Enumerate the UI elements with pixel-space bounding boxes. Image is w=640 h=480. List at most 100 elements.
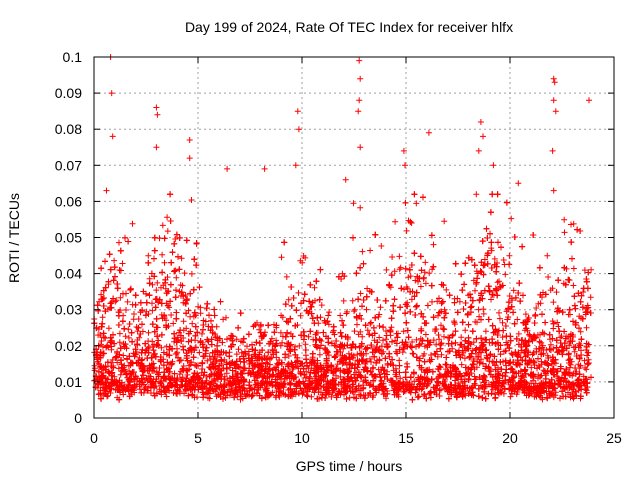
data-point (359, 248, 366, 255)
data-point (469, 361, 476, 368)
data-point (473, 191, 480, 198)
data-point (172, 351, 179, 357)
data-point (499, 319, 506, 326)
data-point (354, 351, 361, 358)
data-point (325, 312, 332, 319)
data-point (473, 364, 480, 371)
data-point (116, 330, 123, 337)
data-point (117, 294, 124, 301)
data-point (580, 289, 587, 295)
data-point (266, 365, 273, 372)
data-point (297, 257, 304, 264)
data-point (530, 377, 536, 384)
data-point (316, 345, 323, 352)
data-point (358, 316, 365, 322)
data-point (481, 256, 488, 263)
data-point (391, 268, 398, 275)
data-point (244, 343, 250, 350)
data-point (456, 298, 463, 305)
data-point (558, 374, 565, 381)
data-point (506, 252, 513, 259)
data-point (383, 336, 389, 343)
data-point (295, 289, 302, 296)
data-point (277, 342, 284, 349)
data-point (433, 341, 440, 348)
data-point (545, 274, 552, 280)
data-point (376, 334, 383, 341)
data-point (533, 305, 540, 311)
data-point (409, 350, 416, 357)
data-point (570, 282, 577, 289)
data-point (300, 253, 307, 259)
data-point (401, 286, 407, 293)
data-point (430, 337, 437, 344)
data-point (145, 252, 152, 259)
data-point (496, 309, 502, 316)
data-point (149, 338, 156, 345)
data-point (285, 296, 292, 303)
data-point (570, 265, 577, 272)
data-point (115, 365, 122, 372)
data-point (158, 284, 164, 291)
data-point (199, 330, 205, 337)
data-point (120, 352, 127, 359)
data-point (436, 393, 443, 399)
data-point (422, 259, 429, 266)
data-point (451, 318, 458, 325)
data-point (180, 363, 187, 369)
data-point (566, 342, 573, 349)
data-point (399, 349, 406, 356)
data-point (488, 247, 495, 254)
data-point (426, 270, 433, 277)
data-point (161, 259, 168, 266)
data-point (460, 306, 467, 312)
data-point (499, 334, 506, 341)
data-point (538, 358, 545, 365)
data-point (359, 333, 366, 340)
data-point (528, 364, 535, 371)
data-point (364, 327, 371, 334)
data-point (552, 389, 559, 396)
data-point (163, 393, 170, 400)
data-point (507, 393, 514, 400)
data-point (159, 251, 166, 258)
data-point (357, 328, 364, 335)
data-point (539, 396, 546, 403)
data-point (149, 300, 155, 307)
data-point (583, 366, 590, 373)
data-point (435, 312, 441, 319)
data-point (187, 313, 194, 320)
data-point (585, 360, 592, 366)
data-point (438, 351, 445, 358)
data-point (180, 318, 187, 325)
data-point (557, 378, 564, 385)
data-point (409, 339, 416, 345)
data-point (494, 279, 501, 286)
data-point (460, 349, 467, 356)
data-point (475, 354, 482, 361)
data-point (233, 336, 240, 343)
data-point (581, 357, 588, 364)
data-point (496, 278, 502, 285)
data-point (273, 354, 280, 361)
data-point (325, 352, 332, 359)
data-point (508, 215, 515, 222)
data-point (443, 286, 450, 293)
data-point (196, 349, 203, 356)
data-point (154, 279, 161, 286)
data-point (351, 328, 358, 335)
data-point (349, 297, 356, 304)
data-point (370, 364, 377, 371)
data-point (550, 299, 557, 306)
data-point (227, 392, 234, 399)
data-point (149, 307, 156, 314)
data-point (404, 285, 411, 292)
data-point (207, 356, 214, 363)
data-point (197, 310, 204, 317)
data-point (278, 254, 285, 261)
data-point (108, 299, 115, 305)
data-point (554, 319, 561, 326)
data-point (502, 271, 509, 278)
data-point (148, 390, 154, 396)
data-point (111, 257, 118, 264)
